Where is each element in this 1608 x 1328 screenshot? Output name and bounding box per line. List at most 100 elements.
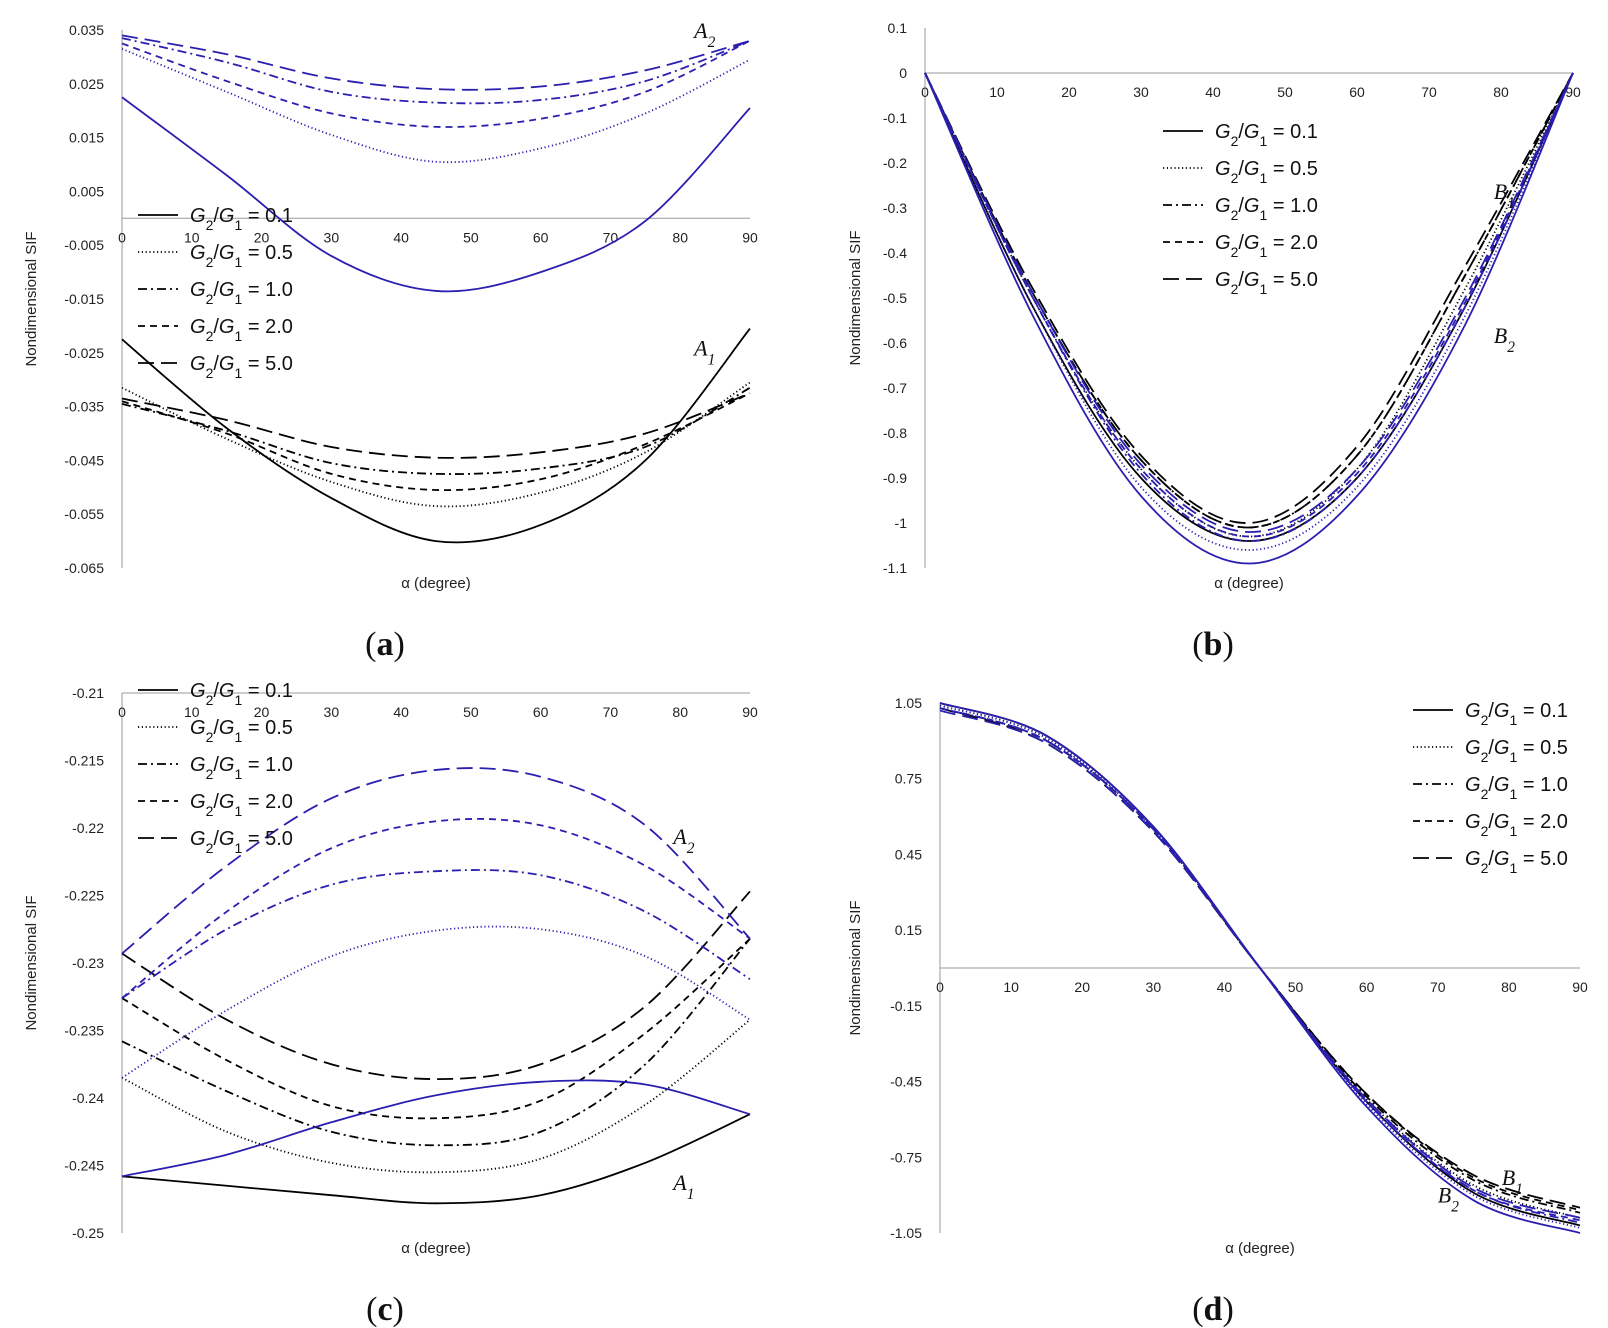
y-tick-label: -0.24: [72, 1090, 104, 1106]
series-line-a2-7: [121, 869, 751, 999]
legend-entry: G2/G1 = 0.5: [1215, 158, 1318, 186]
legend-entry: G2/G1 = 0.1: [190, 680, 293, 708]
y-axis-title: Nondimensional SIF: [23, 895, 40, 1030]
curve-label-a2: A2: [692, 18, 715, 51]
y-tick-label: -0.8: [883, 425, 907, 441]
y-axis-title: Nondimensional SIF: [847, 230, 864, 365]
y-tick-label: -0.005: [64, 237, 104, 253]
y-tick-label: -0.045: [64, 452, 104, 468]
chart-panel-a: 0.035 0.025 0.015 0.005 -0.005 -0.015 -0.025 -0…: [23, 18, 758, 663]
x-tick-label: 90: [742, 229, 758, 245]
y-tick-label: -0.055: [64, 506, 104, 522]
y-axis-title: Nondimensional SIF: [847, 900, 864, 1035]
y-tick-label: 0.035: [69, 22, 104, 38]
series-line-b1-0: [924, 72, 1574, 542]
series-line-b2-9: [924, 72, 1574, 533]
series-line-a2-6: [121, 925, 751, 1079]
legend-entry: G2/G1 = 5.0: [1215, 269, 1318, 297]
legend-entry: G2/G1 = 0.1: [1215, 121, 1318, 149]
x-tick-label: 50: [463, 229, 479, 245]
x-tick-label: 30: [1133, 84, 1149, 100]
series-line-a2-5: [121, 96, 751, 293]
x-tick-label: 80: [1501, 979, 1517, 995]
series-line-a1-4: [121, 890, 751, 1081]
x-tick-label: 30: [1146, 979, 1162, 995]
series-line-a2-8: [121, 818, 751, 999]
x-tick-label: 40: [393, 229, 409, 245]
y-tick-label: -0.6: [883, 335, 907, 351]
chart-panel-d: 1.05 0.75 0.45 0.15 -0.15 -0.45 -0.75 -1.05 0 10 2…: [847, 695, 1588, 1328]
x-tick-label: 20: [1074, 979, 1090, 995]
series-line-a1-3: [121, 938, 751, 1120]
x-tick-label: 60: [533, 229, 549, 245]
legend-entry: G2/G1 = 0.5: [190, 717, 293, 745]
x-tick-label: 90: [742, 704, 758, 720]
y-tick-label: -0.25: [72, 1225, 104, 1241]
x-axis-title: α (degree): [401, 575, 471, 592]
panel-label: (b): [1192, 626, 1234, 663]
curve-label-a1: A1: [692, 335, 715, 368]
series-line-b1-3: [939, 707, 1581, 1212]
x-tick-label: 10: [989, 84, 1005, 100]
series-line-b2-7: [924, 72, 1574, 542]
series-line-a1-3: [121, 392, 751, 492]
x-tick-label: 20: [254, 229, 270, 245]
series-line-b2-9: [939, 709, 1581, 1219]
x-tick-label: 10: [184, 229, 200, 245]
legend-entry: G2/G1 = 0.1: [190, 205, 293, 233]
y-tick-label: -0.245: [64, 1158, 104, 1174]
x-tick-label: 60: [533, 704, 549, 720]
curve-label-a1: A1: [671, 1170, 694, 1203]
x-tick-label: 50: [1277, 84, 1293, 100]
x-axis-title: α (degree): [1225, 1240, 1295, 1257]
x-tick-label: 0: [936, 979, 944, 995]
series-line-a1-0: [121, 1113, 751, 1205]
y-tick-label: -0.235: [64, 1023, 104, 1039]
x-tick-label: 40: [393, 704, 409, 720]
y-tick-label: -0.4: [883, 245, 907, 261]
y-tick-label: -0.065: [64, 560, 104, 576]
legend: G2/G1 = 0.1 G2/G1 = 0.5 G2/G1 = 1.0 G2/G1 =…: [1163, 121, 1318, 297]
y-tick-label: -0.22: [72, 820, 104, 836]
y-tick-label: 0.75: [895, 771, 922, 787]
legend-entry: G2/G1 = 0.5: [1465, 737, 1568, 765]
x-tick-label: 80: [672, 229, 688, 245]
legend-entry: G2/G1 = 2.0: [1465, 811, 1568, 839]
series-line-b2-5: [924, 72, 1574, 565]
series-line-a2-9: [121, 767, 751, 955]
series-line-b1-1: [924, 72, 1574, 538]
x-tick-label: 0: [921, 84, 929, 100]
x-tick-label: 70: [1430, 979, 1446, 995]
series-line-a1-0: [121, 328, 751, 544]
legend-entry: G2/G1 = 5.0: [1465, 848, 1568, 876]
x-tick-label: 80: [672, 704, 688, 720]
y-tick-label: -0.035: [64, 399, 104, 415]
y-tick-label: 0.025: [69, 76, 104, 92]
y-tick-label: 0.15: [895, 922, 922, 938]
legend-entry: G2/G1 = 2.0: [1215, 232, 1318, 260]
series-line-a2-7: [121, 37, 751, 105]
series-line-b2-6: [939, 704, 1581, 1229]
legend-entry: G2/G1 = 1.0: [190, 279, 293, 307]
x-tick-label: 90: [1572, 979, 1588, 995]
y-tick-label: -0.23: [72, 955, 104, 971]
series-line-b1-1: [939, 704, 1581, 1219]
series-line-b1-3: [924, 72, 1574, 529]
series-line-a1-2: [121, 938, 751, 1147]
series-line-b1-4: [939, 707, 1581, 1209]
x-tick-label: 70: [1421, 84, 1437, 100]
legend-entry: G2/G1 = 5.0: [190, 353, 293, 381]
legend-entry: G2/G1 = 1.0: [190, 754, 293, 782]
legend: G2/G1 = 0.1 G2/G1 = 0.5 G2/G1 = 1.0 G2/G1 =…: [138, 680, 293, 856]
x-tick-label: 20: [1061, 84, 1077, 100]
x-tick-label: 10: [184, 704, 200, 720]
x-tick-label: 40: [1217, 979, 1233, 995]
series-line-a2-9: [121, 34, 751, 91]
series-line-a2-8: [121, 39, 751, 128]
y-tick-label: 0.45: [895, 846, 922, 862]
series-line-a1-1: [121, 1019, 751, 1174]
x-tick-label: 80: [1493, 84, 1509, 100]
legend-entry: G2/G1 = 1.0: [1465, 774, 1568, 802]
y-tick-label: -1: [895, 515, 908, 531]
